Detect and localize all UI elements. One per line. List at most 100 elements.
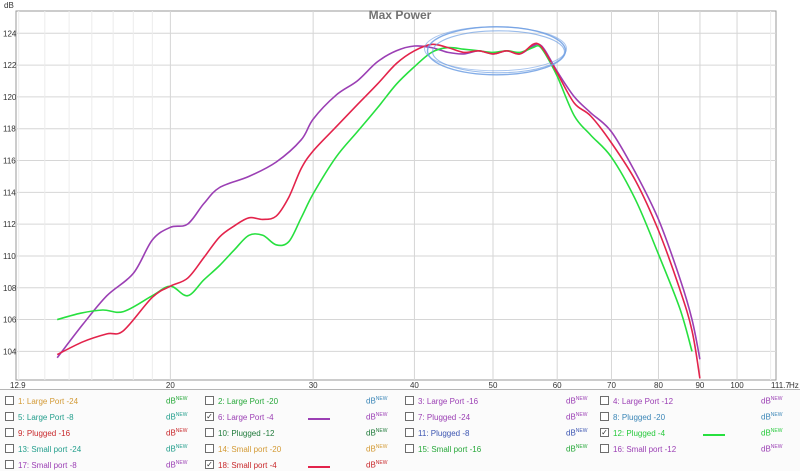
legend-label: 13: Small port -24 [18,445,82,454]
legend-item: 4: Large Port -12 dBNEW [595,393,795,411]
peak-circle-annotation [424,26,568,76]
legend-unit-text: dB [366,444,376,454]
legend-unit-text: dB [761,412,771,422]
legend-item: 9: Plugged -16 dBNEW [0,425,200,443]
axis-layer: 104 106 108 110 112 114 116 118 120 122 124 12.9 20 3… [3,29,799,389]
legend-label: 10: Plugged -12 [218,429,275,438]
legend-unit-superscript: NEW [175,460,188,466]
legend-label: 9: Plugged -16 [18,429,71,438]
x-tick-label: 30 [309,381,318,389]
legend-label: 6: Large Port -4 [218,413,274,422]
y-tick-label: 110 [3,252,16,261]
legend-label: 8: Plugged -20 [613,413,666,422]
series-visibility-checkbox[interactable] [405,396,414,405]
legend-unit-button[interactable]: dBNEW [166,412,187,422]
legend-unit-button[interactable]: dBNEW [761,412,782,422]
legend-unit-button[interactable]: dBNEW [166,460,187,470]
legend-row: 5: Large Port -8 dBNEW ✓ 6: Large Port -4 dB… [0,409,800,427]
legend-unit-button[interactable]: dBNEW [566,428,587,438]
series-visibility-checkbox[interactable] [405,428,414,437]
series-visibility-checkbox[interactable] [600,444,609,453]
legend-unit-button[interactable]: dBNEW [761,444,782,454]
legend-unit-button[interactable]: dBNEW [166,396,187,406]
legend-label: 7: Plugged -24 [418,413,471,422]
legend-item: 16: Small port -12 dBNEW [595,441,795,459]
series-visibility-checkbox[interactable] [5,460,14,469]
chart-svg: 104 106 108 110 112 114 116 118 120 122 124 12.9 20 3… [0,0,800,389]
legend-unit-text: dB [166,444,176,454]
legend-label: 17: Small port -8 [18,461,77,470]
series-line-1 [56,43,701,360]
series-visibility-checkbox[interactable] [205,428,214,437]
series-visibility-checkbox[interactable] [205,396,214,405]
series-visibility-checkbox[interactable] [205,444,214,453]
annotation-stroke-3 [424,26,568,72]
series-visibility-checkbox[interactable]: ✓ [205,460,214,469]
legend-unit-text: dB [761,444,771,454]
annotation-stroke-2 [431,30,566,74]
legend-swatch [703,434,725,436]
legend-unit-text: dB [366,396,376,406]
legend-item: 10: Plugged -12 dBNEW [200,425,400,443]
series-visibility-checkbox[interactable] [600,396,609,405]
x-tick-label: 80 [654,381,663,389]
legend-item: 8: Plugged -20 dBNEW [595,409,795,427]
legend-unit-button[interactable]: dBNEW [566,444,587,454]
legend-item: 7: Plugged -24 dBNEW [400,409,600,427]
legend-unit-text: dB [166,460,176,470]
y-tick-label: 120 [3,93,17,102]
grid-layer [15,10,777,381]
series-line-3 [56,42,701,379]
series-layer [56,42,701,379]
series-visibility-checkbox[interactable]: ✓ [205,412,214,421]
x-axis-unit-label: Hz [789,381,799,389]
legend-unit-button[interactable]: dBNEW [366,460,387,470]
legend-unit-button[interactable]: dBNEW [761,428,782,438]
legend-unit-button[interactable]: dBNEW [166,428,187,438]
legend-item: ✓ 12: Plugged -4 dBNEW [595,425,795,443]
legend-row: 9: Plugged -16 dBNEW 10: Plugged -12 dBNEW 1… [0,425,800,443]
series-visibility-checkbox[interactable] [600,412,609,421]
legend-item: 3: Large Port -16 dBNEW [400,393,600,411]
legend-unit-text: dB [566,412,576,422]
legend-label: 14: Small port -20 [218,445,282,454]
series-visibility-checkbox[interactable] [5,444,14,453]
series-visibility-checkbox[interactable] [405,412,414,421]
legend-unit-button[interactable]: dBNEW [366,396,387,406]
legend-unit-text: dB [566,428,576,438]
legend-item: 13: Small port -24 dBNEW [0,441,200,459]
legend-item: 15: Small port -16 dBNEW [400,441,600,459]
legend-unit-superscript: NEW [375,428,388,434]
series-visibility-checkbox[interactable]: ✓ [600,428,609,437]
y-tick-label: 124 [3,29,17,38]
series-visibility-checkbox[interactable] [5,428,14,437]
series-visibility-checkbox[interactable] [405,444,414,453]
legend-row: 13: Small port -24 dBNEW 14: Small port -2… [0,441,800,459]
legend-row: 17: Small port -8 dBNEW ✓ 18: Small port -4… [0,457,800,475]
legend-unit-button[interactable]: dBNEW [366,428,387,438]
y-tick-label: 118 [3,125,16,134]
x-tick-label: 70 [607,381,616,389]
plot-frame [15,10,777,381]
series-visibility-checkbox[interactable] [5,412,14,421]
y-axis-unit-label: dB [4,1,14,10]
legend-unit-button[interactable]: dBNEW [166,444,187,454]
legend-unit-button[interactable]: dBNEW [761,396,782,406]
series-visibility-checkbox[interactable] [5,396,14,405]
legend-unit-button[interactable]: dBNEW [366,444,387,454]
legend-unit-button[interactable]: dBNEW [566,396,587,406]
legend-unit-text: dB [761,428,771,438]
legend-unit-superscript: NEW [375,396,388,402]
legend-unit-button[interactable]: dBNEW [366,412,387,422]
chart-background [0,0,800,389]
legend-unit-superscript: NEW [375,444,388,450]
legend-unit-button[interactable]: dBNEW [566,412,587,422]
legend-label: 18: Small port -4 [218,461,277,470]
legend-label: 3: Large Port -16 [418,397,479,406]
legend-unit-superscript: NEW [175,412,188,418]
x-tick-label: 40 [410,381,419,389]
legend-swatch [308,418,330,420]
legend-label: 12: Plugged -4 [613,429,666,438]
y-tick-label: 104 [3,347,17,356]
x-tick-label: 60 [553,381,562,389]
